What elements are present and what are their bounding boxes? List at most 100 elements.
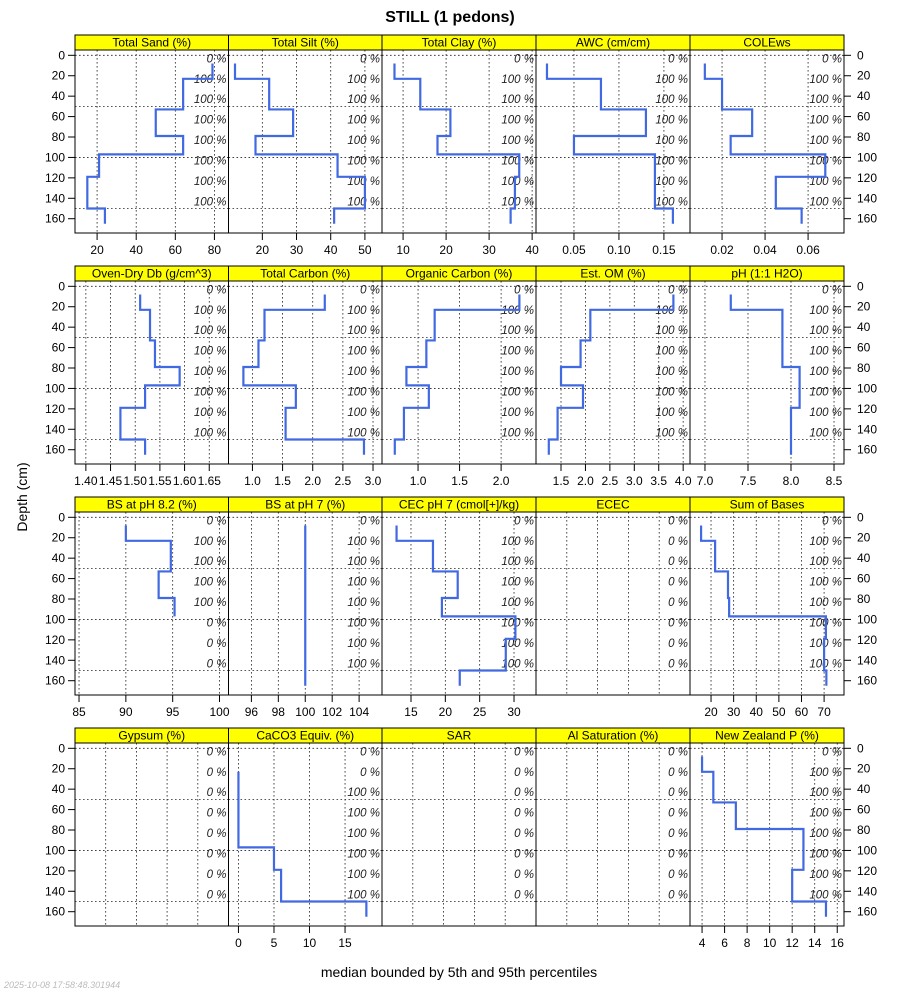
percent-label: 0 %: [207, 828, 227, 840]
y-tick-label-left: 160: [45, 905, 65, 919]
y-tick-label-left: 100: [45, 612, 65, 626]
panel-title: SAR: [447, 729, 472, 743]
y-tick-label-left: 160: [45, 674, 65, 688]
percent-label: 0 %: [207, 638, 227, 650]
percent-label: 100 %: [809, 386, 842, 398]
percent-label: 100 %: [655, 196, 688, 208]
panel-cec-ph-7-cmol-kg: CEC pH 7 (cmol[+]/kg) 0 % 100 % 100 % 100 % 1…: [381, 496, 537, 719]
x-tick-label: 1.65: [198, 474, 222, 488]
y-tick-label-left: 20: [52, 300, 66, 314]
median-profile-line: [547, 294, 675, 455]
percent-label: 0 %: [207, 787, 227, 799]
percent-label: 100 %: [347, 597, 380, 609]
row-2-y-axes: 0 0 20 20 40 40 60 60 80 80 100 100 120 120 140 140 160 1…: [45, 279, 877, 456]
x-tick-label: 1.0: [244, 474, 261, 488]
panel-new-zealand-p: New Zealand P (%)0 % 100 % 100 % 100 % 100 %…: [689, 727, 845, 950]
x-tick-label: 0.02: [710, 243, 734, 257]
percent-label: 100 %: [809, 848, 842, 860]
x-tick-label: 95: [166, 705, 180, 719]
median-profile-line: [242, 294, 366, 455]
percent-label: 0 %: [822, 284, 842, 296]
percent-label: 100 %: [501, 536, 534, 548]
percent-label: 100 %: [501, 94, 534, 106]
panel-gypsum: Gypsum (%) 0 % 0 % 0 % 0 % 0 % 0 % 0 % 0 %: [74, 727, 229, 927]
row-1-y-axes: 0 0 20 20 40 40 60 60 80 80 100 100 120 120 140 140 160 1…: [45, 48, 877, 225]
percent-label: 0 %: [514, 53, 534, 65]
percent-label: 100 %: [347, 869, 380, 881]
percent-label: 100 %: [501, 556, 534, 568]
median-profile-line: [86, 63, 214, 224]
percent-label: 0 %: [668, 746, 688, 758]
x-tick-label: 40: [130, 243, 144, 257]
percent-label: 0 %: [207, 746, 227, 758]
x-tick-label: 5: [271, 936, 278, 950]
median-profile-line: [699, 525, 828, 686]
median-profile-line: [729, 294, 801, 455]
percent-label: 100 %: [809, 658, 842, 670]
y-tick-label-right: 120: [857, 171, 877, 185]
percent-label: 100 %: [194, 94, 227, 106]
x-tick-label: 1.40: [74, 474, 98, 488]
x-tick-label: 14: [808, 936, 822, 950]
y-tick-label-right: 100: [857, 612, 877, 626]
panel-bs-at-ph-8-2: BS at pH 8.2 (%) 0 % 100 % 100 % 100 % 100 % 0…: [72, 496, 230, 719]
percent-label: 100 %: [501, 346, 534, 358]
x-tick-label: 2.5: [335, 474, 352, 488]
percent-label: 0 %: [822, 53, 842, 65]
percent-label: 100 %: [501, 638, 534, 650]
panel-title: Total Silt (%): [272, 36, 339, 50]
percent-label: 100 %: [347, 828, 380, 840]
x-tick-label: 60: [169, 243, 183, 257]
percent-label: 100 %: [655, 427, 688, 439]
y-tick-label-left: 100: [45, 381, 65, 395]
percent-label: 0 %: [207, 658, 227, 670]
x-tick-label: 10: [303, 936, 317, 950]
panel-title: AWC (cm/cm): [576, 36, 650, 50]
x-tick-label: 70: [817, 705, 831, 719]
percent-label: 100 %: [655, 74, 688, 86]
percent-label: 100 %: [194, 135, 227, 147]
percent-label: 100 %: [655, 135, 688, 147]
percent-label: 0 %: [668, 617, 688, 629]
x-tick-label: 90: [119, 705, 133, 719]
percent-label: 0 %: [207, 515, 227, 527]
panel-title: Al Saturation (%): [568, 729, 659, 743]
percent-label: 0 %: [514, 848, 534, 860]
percent-label: 100 %: [347, 617, 380, 629]
panel-sum-of-bases: Sum of Bases 0 % 100 % 100 % 100 % 100 % 100 %…: [689, 496, 845, 719]
panel-ecec: ECEC 0 % 0 % 0 % 0 % 0 % 0 % 0 % 0 %: [535, 496, 691, 696]
percent-label: 100 %: [501, 155, 534, 167]
panel-ph-1-1-h2o: pH (1:1 H2O) 0 % 100 % 100 % 100 % 100 % 100 %…: [689, 265, 845, 488]
x-tick-label: 1.50: [124, 474, 148, 488]
x-tick-label: 40: [324, 243, 338, 257]
y-tick-label-left: 0: [58, 510, 65, 524]
percent-label: 100 %: [809, 556, 842, 568]
x-tick-label: 50: [772, 705, 786, 719]
x-tick-label: 3.0: [365, 474, 382, 488]
x-tick-label: 0: [235, 936, 242, 950]
row-4-y-axes: 0 0 20 20 40 40 60 60 80 80 100 100 120 120 140 140 160 1…: [45, 741, 877, 918]
percent-label: 100 %: [347, 346, 380, 358]
y-tick-label-left: 120: [45, 633, 65, 647]
x-tick-label: 1.5: [274, 474, 291, 488]
row-3-y-axes: 0 0 20 20 40 40 60 60 80 80 100 100 120 120 140 140 160 1…: [45, 510, 877, 687]
panel-bs-at-ph-7: BS at pH 7 (%) 0 % 100 % 100 % 100 % 100 % 100…: [228, 496, 383, 719]
percent-label: 100 %: [347, 94, 380, 106]
percent-label: 0 %: [668, 284, 688, 296]
y-tick-label-left: 80: [52, 823, 66, 837]
percent-label: 0 %: [514, 767, 534, 779]
percent-label: 100 %: [347, 407, 380, 419]
percent-label: 100 %: [501, 135, 534, 147]
percent-label: 0 %: [360, 746, 380, 758]
y-tick-label-left: 120: [45, 171, 65, 185]
x-tick-label: 1.55: [148, 474, 172, 488]
y-tick-label-right: 160: [857, 905, 877, 919]
percent-label: 100 %: [809, 407, 842, 419]
percent-label: 0 %: [668, 556, 688, 568]
percent-label: 0 %: [207, 767, 227, 779]
percent-label: 100 %: [347, 305, 380, 317]
percent-label: 100 %: [501, 577, 534, 589]
panel-title: ECEC: [596, 498, 630, 512]
percent-label: 100 %: [809, 427, 842, 439]
y-tick-label-right: 140: [857, 191, 877, 205]
